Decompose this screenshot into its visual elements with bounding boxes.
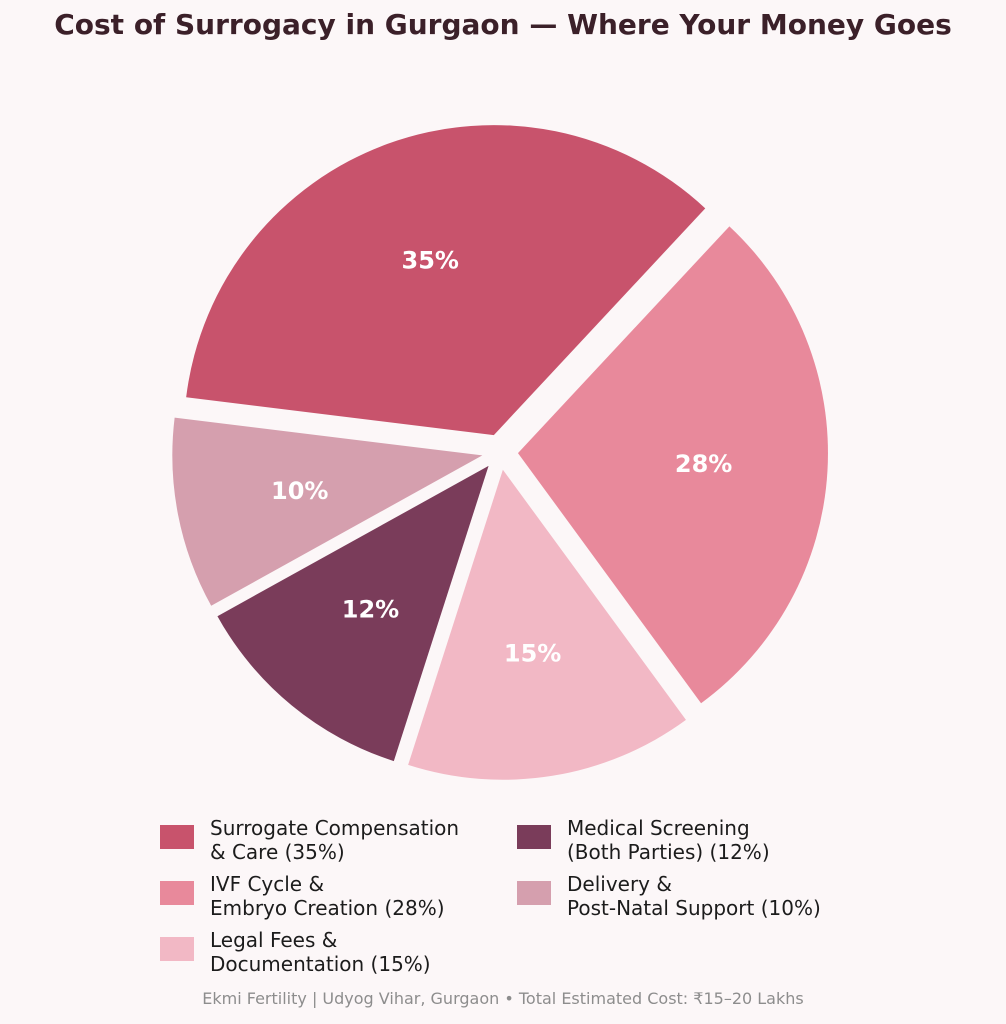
slice-label: 15%: [504, 639, 561, 667]
legend-label-line: Documentation (15%): [210, 952, 431, 976]
legend-swatch: [517, 825, 551, 849]
legend-swatch: [517, 881, 551, 905]
legend-item: Medical Screening (Both Parties) (12%): [517, 816, 770, 864]
legend-label-line: & Care (35%): [210, 840, 345, 864]
pie-slice-medical-screening-both-parties-12: [217, 465, 489, 762]
legend-label-line: Medical Screening: [567, 816, 750, 840]
legend-item: Delivery & Post-Natal Support (10%): [517, 872, 821, 920]
legend-item: Surrogate Compensation & Care (35%): [160, 816, 459, 864]
chart-title: Cost of Surrogacy in Gurgaon — Where You…: [54, 8, 952, 41]
legend-label: IVF Cycle & Embryo Creation (28%): [210, 872, 445, 920]
legend-label-line: Surrogate Compensation: [210, 816, 460, 840]
legend-label: Surrogate Compensation & Care (35%): [210, 816, 459, 864]
footer-text: Ekmi Fertility | Udyog Vihar, Gurgaon • …: [202, 989, 804, 1008]
pie-slice-surrogate-compensation-care-35: [186, 125, 706, 436]
legend-label: Legal Fees & Documentation (15%): [210, 928, 431, 976]
legend-swatch: [160, 881, 194, 905]
legend-swatch: [160, 937, 194, 961]
pie-slice-delivery-post-natal-support-10: [172, 417, 483, 606]
legend-item: IVF Cycle & Embryo Creation (28%): [160, 872, 445, 920]
legend-label-line: Post-Natal Support (10%): [567, 896, 821, 920]
legend-label-line: Delivery &: [567, 872, 672, 896]
legend-label-line: Embryo Creation (28%): [210, 896, 445, 920]
legend-label-line: IVF Cycle &: [210, 872, 325, 896]
legend-label: Medical Screening (Both Parties) (12%): [567, 816, 770, 864]
pie-slice-ivf-cycle-embryo-creation-28: [517, 226, 828, 704]
slice-label: 12%: [342, 596, 399, 624]
legend-label-line: Legal Fees &: [210, 928, 338, 952]
slice-label: 10%: [271, 477, 328, 505]
legend-label-line: (Both Parties) (12%): [567, 840, 770, 864]
legend-item: Legal Fees & Documentation (15%): [160, 928, 431, 976]
slice-label: 28%: [675, 450, 732, 478]
legend-swatch: [160, 825, 194, 849]
pie-slice-legal-fees-documentation-15: [408, 469, 686, 780]
legend-label: Delivery & Post-Natal Support (10%): [567, 872, 821, 920]
slice-label: 35%: [402, 246, 459, 274]
